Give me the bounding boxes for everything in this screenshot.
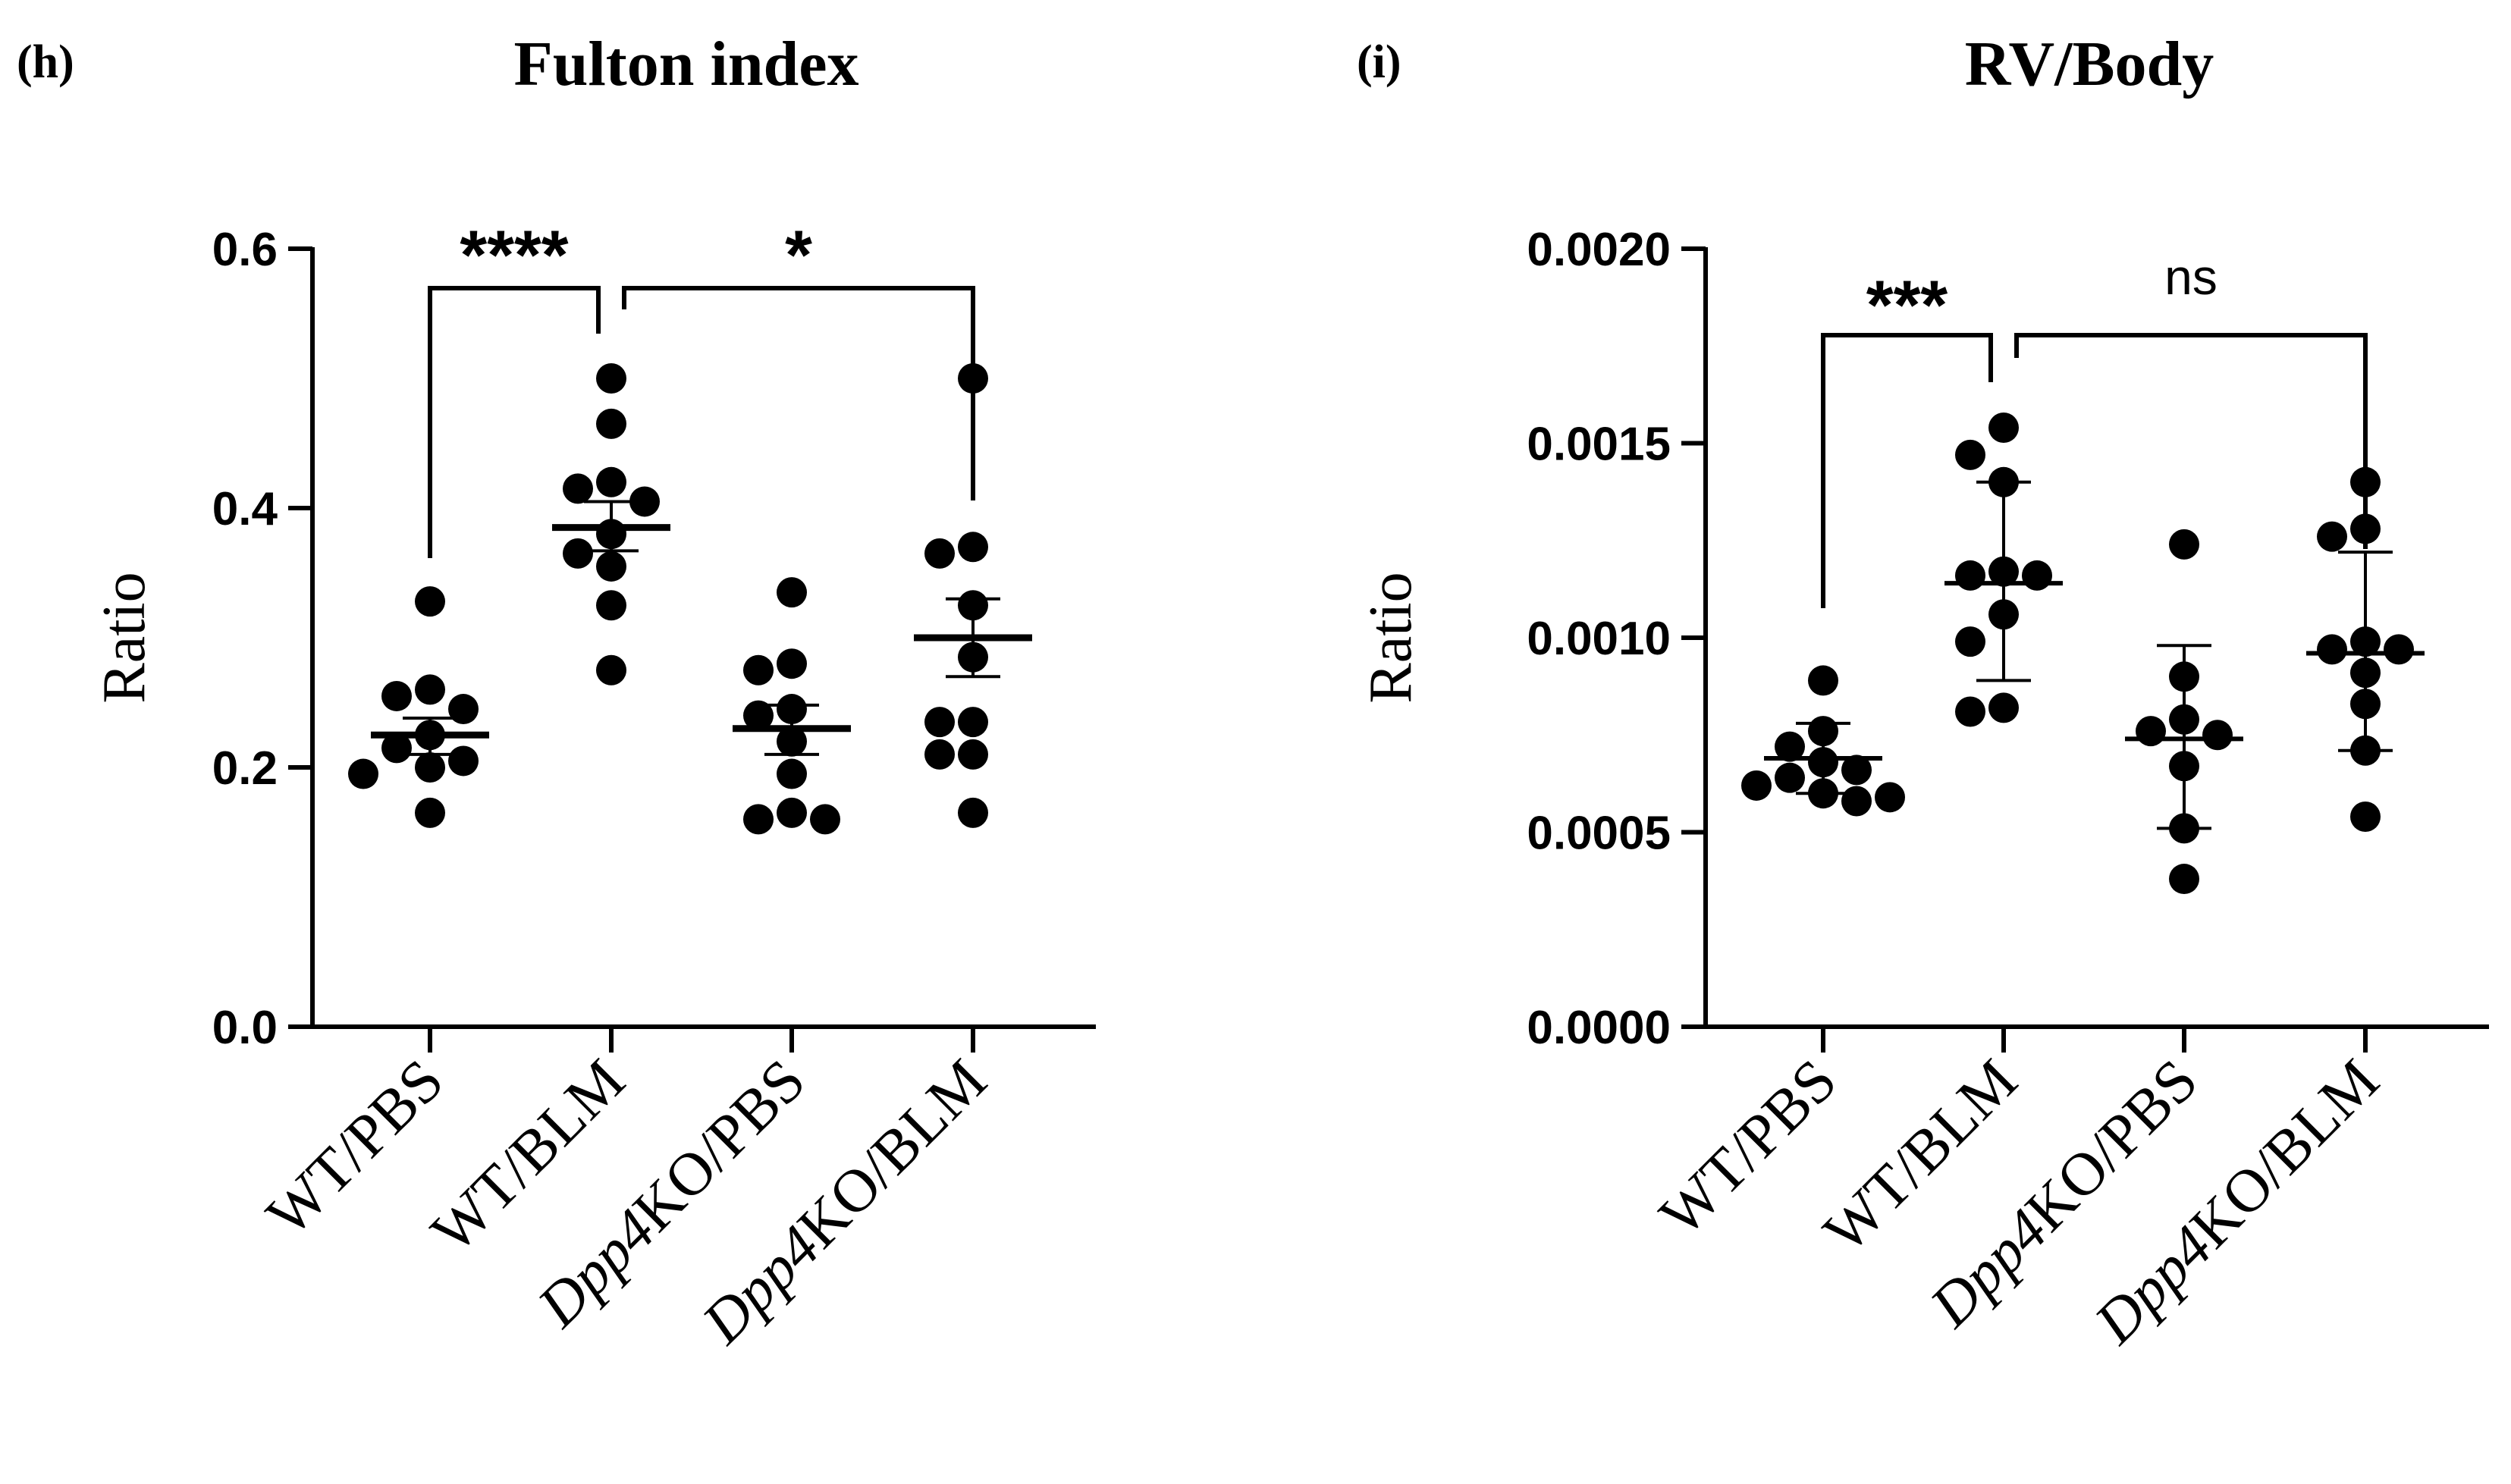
data-point [596,466,626,497]
data-point [2350,801,2381,832]
data-point [810,804,840,835]
significance-bracket [428,286,601,558]
data-point [2169,529,2199,560]
significance-bracket [1821,333,1993,608]
data-point [563,538,593,569]
data-point [2202,720,2233,751]
chart-title: RV/Body [1965,29,2214,99]
data-point [448,745,479,777]
data-point [958,532,988,563]
data-point [629,486,660,517]
data-point [924,707,955,738]
y-tick-label: 0.2 [212,742,278,795]
data-point [596,408,626,439]
data-point [563,473,593,504]
data-point [2384,634,2414,665]
data-point [777,758,807,789]
data-point [1955,696,1985,727]
data-point [1875,782,1905,813]
significance-label: **** [460,217,568,294]
data-point [1955,560,1985,591]
data-point [1988,692,2019,723]
data-point [415,586,445,617]
data-point [2169,864,2199,895]
y-axis-label: Ratio [91,572,158,703]
data-point [1775,731,1805,762]
significance-label: ns [2164,249,2218,305]
data-point [958,797,988,828]
y-tick-label: 0.4 [212,483,278,535]
data-point [348,758,378,789]
data-point [777,797,807,828]
panel-letter: (i) [1357,36,1401,88]
data-point [743,654,774,686]
y-tick-label: 0.0010 [1527,613,1671,665]
y-tick-label: 0.6 [212,224,278,276]
chart-title: Fulton index [513,29,858,99]
data-point [2022,560,2052,591]
data-point [743,700,774,731]
data-point [777,648,807,679]
significance-bracket [622,286,975,500]
data-point [1741,770,1772,801]
y-tick-label: 0.0 [212,1002,278,1054]
y-tick-label: 0.0015 [1527,419,1671,471]
data-point [1808,665,1838,696]
panel-letter: (h) [17,36,74,88]
data-point [1775,762,1805,793]
data-point [596,590,626,621]
significance-label: *** [1866,267,1948,344]
data-point [777,577,807,608]
data-point [596,551,626,582]
data-point [924,739,955,770]
y-axis-label: Ratio [1358,572,1424,703]
data-point [1841,755,1872,786]
significance-bracket [2014,333,2368,549]
data-point [1988,412,2019,443]
data-point [1841,786,1872,817]
data-point [1955,439,1985,470]
data-point [1955,626,1985,657]
data-point [415,674,445,705]
data-point [2317,634,2347,665]
data-point [596,363,626,394]
data-point [381,680,412,711]
data-point [2317,521,2347,552]
data-point [958,739,988,770]
data-point [2136,716,2166,747]
data-point [415,752,445,783]
data-point [448,694,479,725]
data-point [596,654,626,686]
data-point [415,797,445,828]
y-tick-label: 0.0000 [1527,1002,1671,1054]
data-point [924,538,955,569]
data-point [958,707,988,738]
significance-label: * [785,217,812,294]
y-tick-label: 0.0005 [1527,808,1671,860]
y-tick-label: 0.0020 [1527,224,1671,276]
data-point [743,804,774,835]
